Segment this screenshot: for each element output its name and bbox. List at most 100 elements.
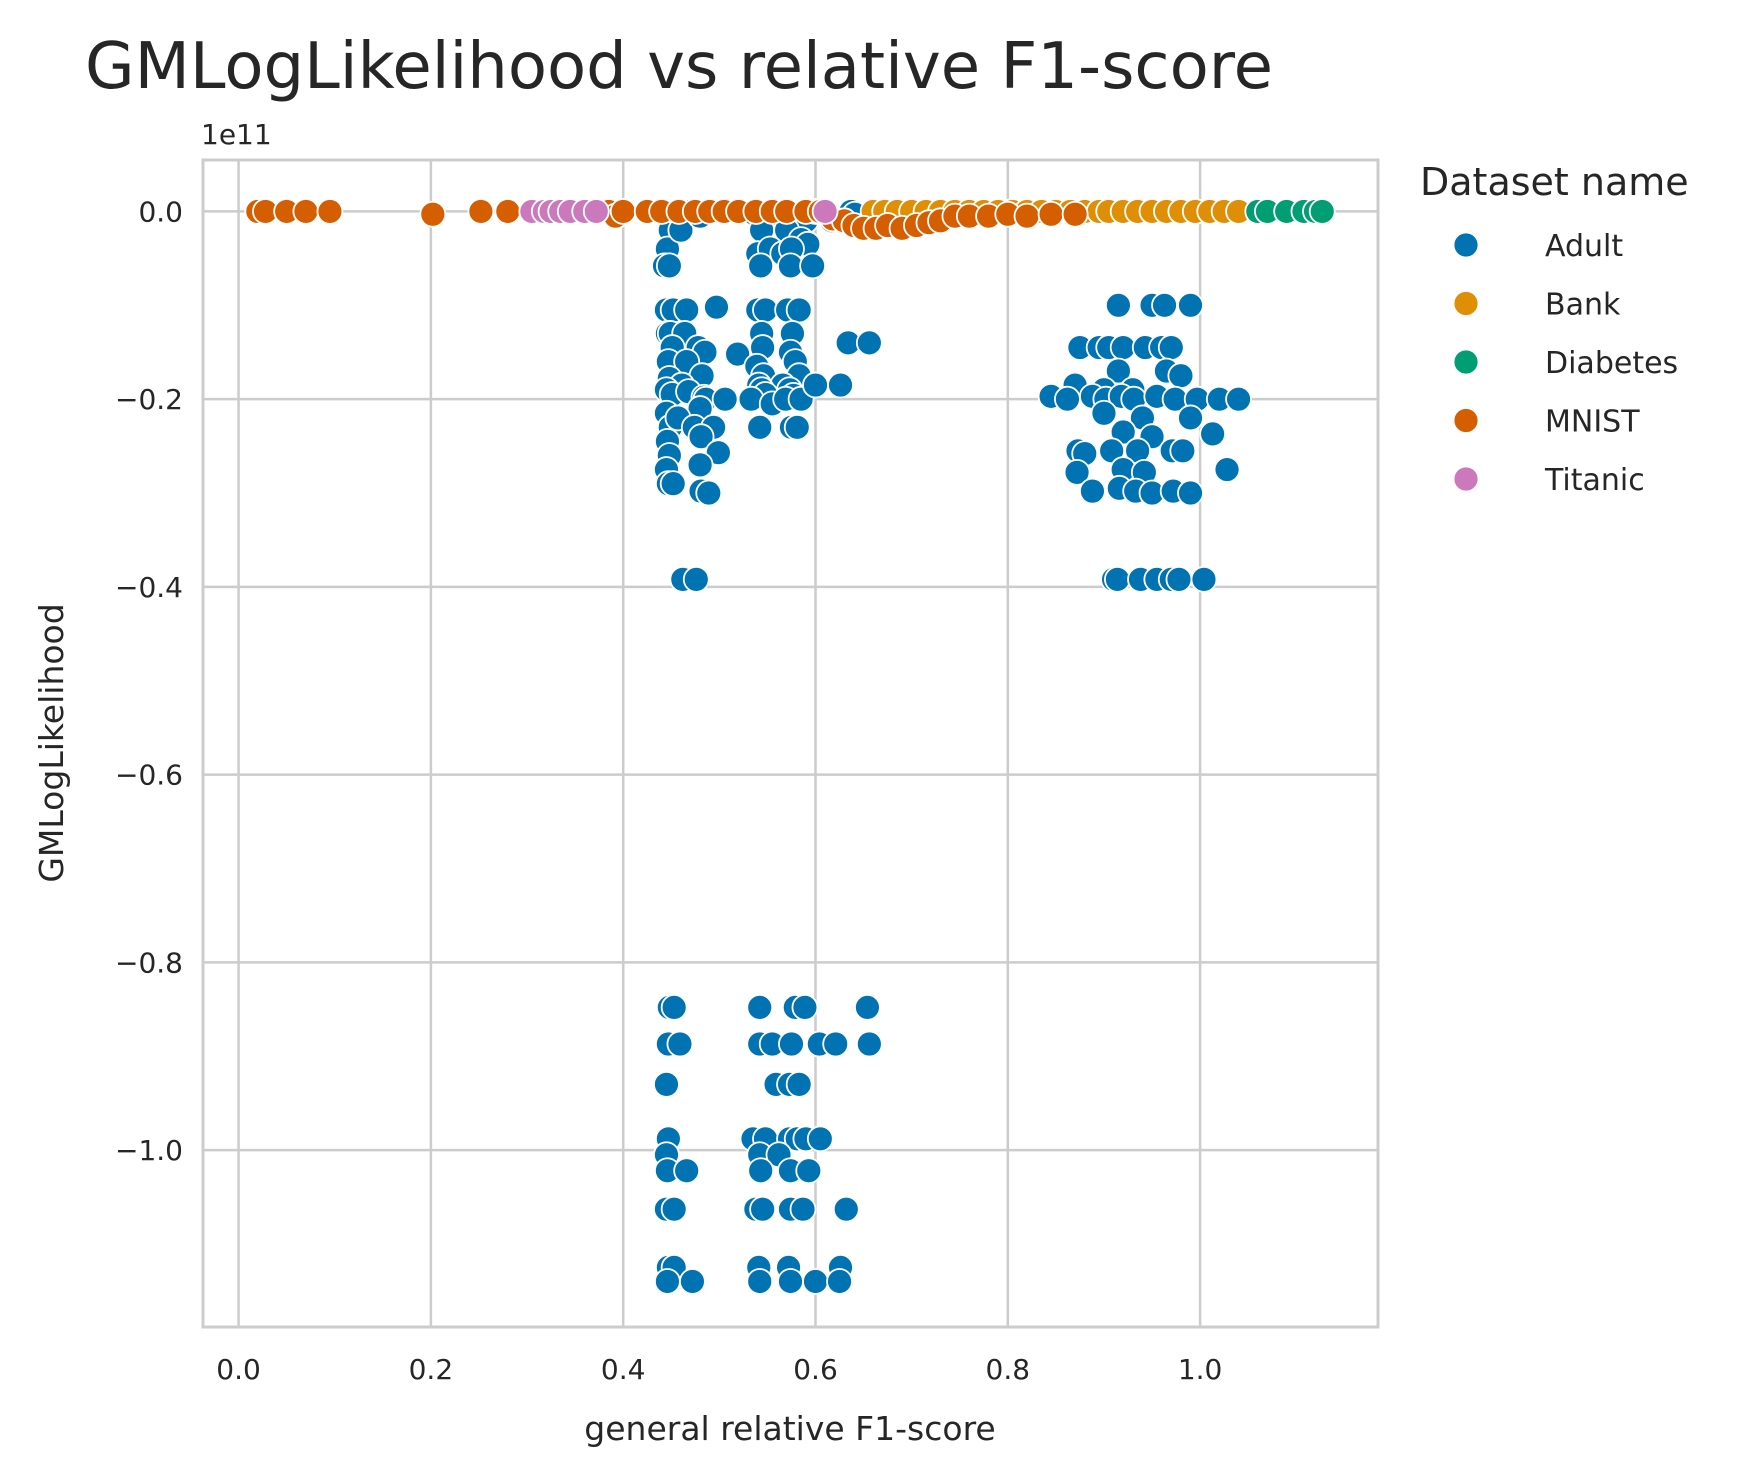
data-point [1308, 198, 1336, 225]
data-point [659, 470, 687, 498]
data-point [777, 1268, 804, 1295]
legend-items: Adult Bank Diabetes MNIST Titanic [1452, 229, 1678, 498]
legend-label: Bank [1545, 288, 1621, 323]
data-point [822, 1030, 850, 1058]
data-point [778, 1030, 805, 1058]
data-point [783, 413, 811, 441]
y-tick-label: −0.2 [115, 383, 183, 416]
tick-labels: 0.0 0.2 0.4 0.6 0.8 1.0 0.0 −0.2 −0.4 −0.6 −0.8 −1.… [115, 195, 1222, 1386]
data-point [660, 1195, 688, 1223]
data-point [806, 1125, 834, 1153]
data-point [1177, 404, 1204, 432]
legend-marker [1452, 348, 1480, 376]
data-point [1037, 200, 1065, 228]
data-point [686, 451, 714, 479]
x-tick-label: 0.6 [793, 1353, 838, 1386]
x-tick-label: 1.0 [1178, 1353, 1223, 1386]
x-tick-label: 0.2 [409, 1353, 454, 1386]
legend-label: MNIST [1545, 405, 1640, 440]
data-point [1199, 420, 1227, 448]
x-tick-label: 0.4 [601, 1353, 646, 1386]
data-point [1177, 291, 1204, 319]
y-tick-label: −1.0 [115, 1134, 183, 1167]
data-point [655, 252, 683, 280]
data-point [292, 198, 320, 225]
data-point [494, 198, 522, 225]
data-point [785, 296, 813, 324]
legend-marker [1452, 231, 1480, 259]
data-point [654, 1268, 681, 1295]
data-point [687, 423, 715, 451]
plot-frame [201, 158, 1380, 1329]
y-tick-label: −0.4 [115, 571, 183, 604]
data-point [419, 200, 447, 228]
data-point [747, 252, 775, 280]
legend-label: Adult [1545, 229, 1623, 264]
data-point [791, 993, 819, 1021]
data-point [1104, 565, 1131, 593]
data-point [802, 1268, 829, 1295]
data-point [1151, 291, 1178, 319]
data-point [832, 1195, 860, 1223]
data-point [653, 1070, 680, 1098]
data-point [1061, 200, 1089, 228]
legend-marker [1452, 465, 1480, 493]
data-point [1177, 479, 1204, 507]
data-point [746, 993, 774, 1021]
data-point [855, 1030, 883, 1058]
data-point [1213, 456, 1241, 483]
legend-label: Diabetes [1545, 346, 1678, 381]
series-adult [651, 198, 1252, 1295]
data-point [1167, 362, 1195, 390]
data-point [746, 1268, 774, 1295]
data-point [802, 371, 829, 399]
data-point [747, 1157, 775, 1185]
y-axis-label: GMLogLikelihood [32, 603, 71, 882]
data-point [1079, 477, 1106, 505]
data-point [1225, 385, 1252, 413]
data-point [854, 993, 881, 1021]
data-point [673, 296, 701, 324]
series-diabetes [1244, 198, 1336, 225]
data-point [826, 1268, 853, 1295]
data-point [1013, 202, 1041, 230]
y-tick-label: −0.8 [115, 946, 183, 979]
data-point [1063, 458, 1091, 486]
data-point [1165, 565, 1193, 593]
data-point [811, 198, 839, 225]
data-point [799, 252, 827, 280]
data-point [609, 198, 637, 225]
data-point [682, 565, 710, 593]
data-point [695, 479, 723, 507]
data-point [789, 1195, 817, 1223]
data-point [1157, 334, 1185, 361]
data-point [704, 439, 732, 467]
data-point [795, 1157, 823, 1185]
data-point [1054, 385, 1081, 413]
data-point [749, 1195, 777, 1223]
y-offset-text: 1e11 [201, 118, 272, 151]
data-point [1090, 399, 1118, 427]
legend-title: Dataset name [1420, 160, 1689, 204]
legend: Dataset name Adult Bank Diabetes MNIST Titan… [1420, 160, 1689, 498]
x-tick-label: 0.0 [216, 1353, 261, 1386]
data-point [660, 993, 688, 1021]
data-point [666, 1030, 694, 1058]
legend-marker [1452, 290, 1480, 317]
legend-marker [1452, 407, 1480, 434]
data-point [679, 1268, 706, 1295]
data-point [785, 1070, 813, 1098]
data-point [746, 413, 774, 441]
data-point [711, 385, 739, 413]
data-point [582, 198, 610, 225]
data-point [855, 329, 883, 357]
x-axis-label: general relative F1-score [584, 1409, 995, 1448]
data-point [1190, 565, 1218, 593]
data-points [244, 198, 1336, 1295]
series-titanic [518, 198, 839, 225]
chart-title: GMLogLikelihood vs relative F1-score [85, 30, 1273, 104]
data-point [316, 198, 344, 225]
data-point [724, 340, 752, 368]
data-point [467, 198, 495, 225]
